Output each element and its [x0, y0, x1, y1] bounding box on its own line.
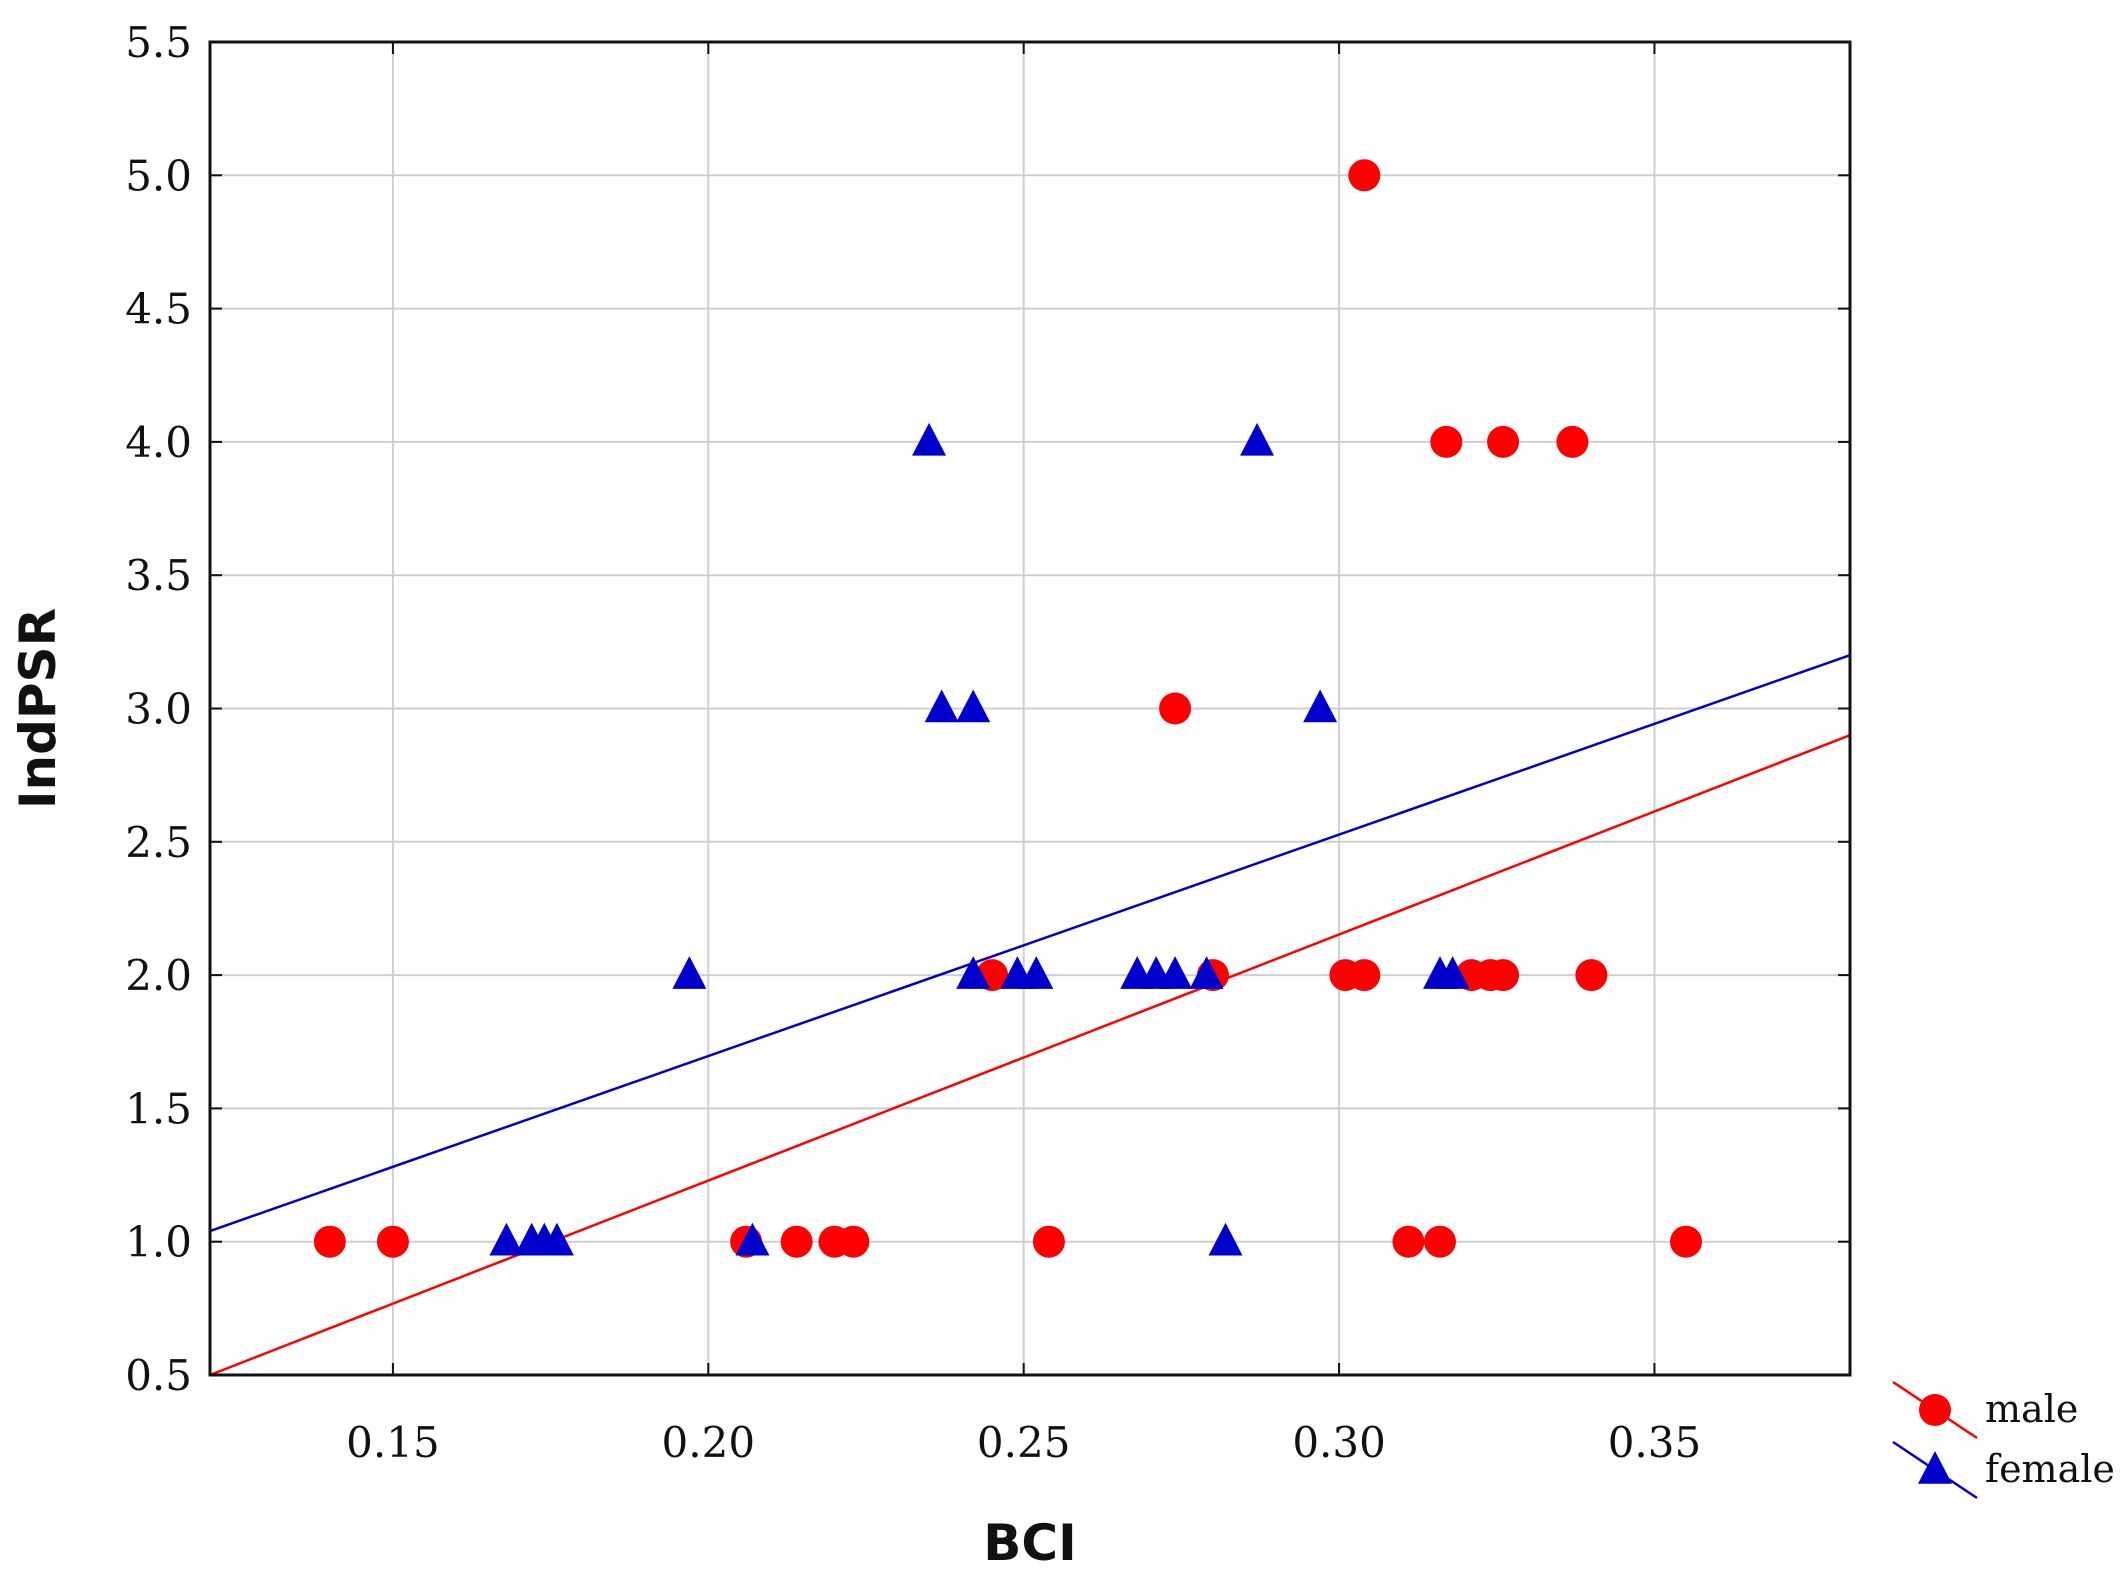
legend-swatch-marker-male [1919, 1394, 1951, 1426]
y-tick-label: 3.0 [125, 685, 192, 734]
male-point [1348, 959, 1381, 992]
male-point [837, 1225, 870, 1258]
fit-lines [209, 654, 1851, 1377]
y-tick-label: 3.5 [125, 551, 192, 600]
axis-ticks: 0.15 0.20 0.25 0.30 0.35 0.5 1.0 1.5 2.0 2.5 3.0 3.… [125, 18, 1850, 1467]
male-point [1556, 425, 1589, 458]
male-point [1159, 692, 1192, 725]
data-points [313, 159, 1702, 1258]
male-point [1348, 159, 1381, 192]
male-point [1430, 425, 1463, 458]
female-point [1019, 956, 1054, 989]
legend-label-female: female [1985, 1447, 2115, 1491]
legend-label-male: male [1985, 1387, 2078, 1431]
y-tick-label: 2.0 [125, 951, 192, 1000]
legend: male female [1892, 1380, 2115, 1500]
female-point [735, 1222, 770, 1256]
y-tick-label: 5.5 [125, 18, 192, 67]
male-point [313, 1225, 346, 1258]
x-tick-label: 0.25 [977, 1418, 1071, 1467]
female-point [912, 422, 947, 456]
legend-swatch-marker-female [1918, 1451, 1952, 1484]
female-point [956, 956, 991, 989]
female-point [1435, 956, 1470, 989]
male-point [1032, 1225, 1065, 1258]
male-point [780, 1225, 813, 1258]
y-tick-label: 2.5 [125, 818, 192, 867]
male-point [376, 1225, 409, 1258]
male-point [1487, 425, 1520, 458]
y-tick-label: 0.5 [125, 1351, 192, 1400]
female-point [672, 956, 707, 989]
x-tick-label: 0.15 [346, 1418, 440, 1467]
female-fit-line [209, 654, 1851, 1233]
y-tick-label: 5.0 [125, 151, 192, 200]
female-point [1303, 689, 1338, 723]
male-point [1575, 959, 1608, 992]
male-point [1392, 1225, 1425, 1258]
female-point [489, 1222, 524, 1256]
x-tick-label: 0.30 [1292, 1418, 1386, 1467]
grid [210, 42, 1850, 1375]
female-point [539, 1222, 574, 1256]
female-point [956, 689, 991, 723]
x-tick-label: 0.20 [662, 1418, 756, 1467]
x-axis-title: BCI [983, 1514, 1076, 1572]
female-point [1189, 956, 1224, 989]
y-tick-label: 1.0 [125, 1218, 192, 1267]
male-point [1670, 1225, 1702, 1258]
male-fit-line [209, 733, 1851, 1377]
female-point [924, 689, 959, 723]
y-tick-label: 4.0 [125, 418, 192, 467]
male-point [1487, 959, 1520, 992]
x-tick-label: 0.35 [1608, 1418, 1702, 1467]
y-tick-label: 1.5 [125, 1084, 192, 1133]
female-point [1240, 422, 1275, 456]
male-point [1424, 1225, 1456, 1258]
female-point [1208, 1222, 1243, 1256]
y-tick-label: 4.5 [125, 285, 192, 334]
y-axis-title: IndPSR [9, 608, 67, 809]
female-point [1158, 956, 1193, 989]
